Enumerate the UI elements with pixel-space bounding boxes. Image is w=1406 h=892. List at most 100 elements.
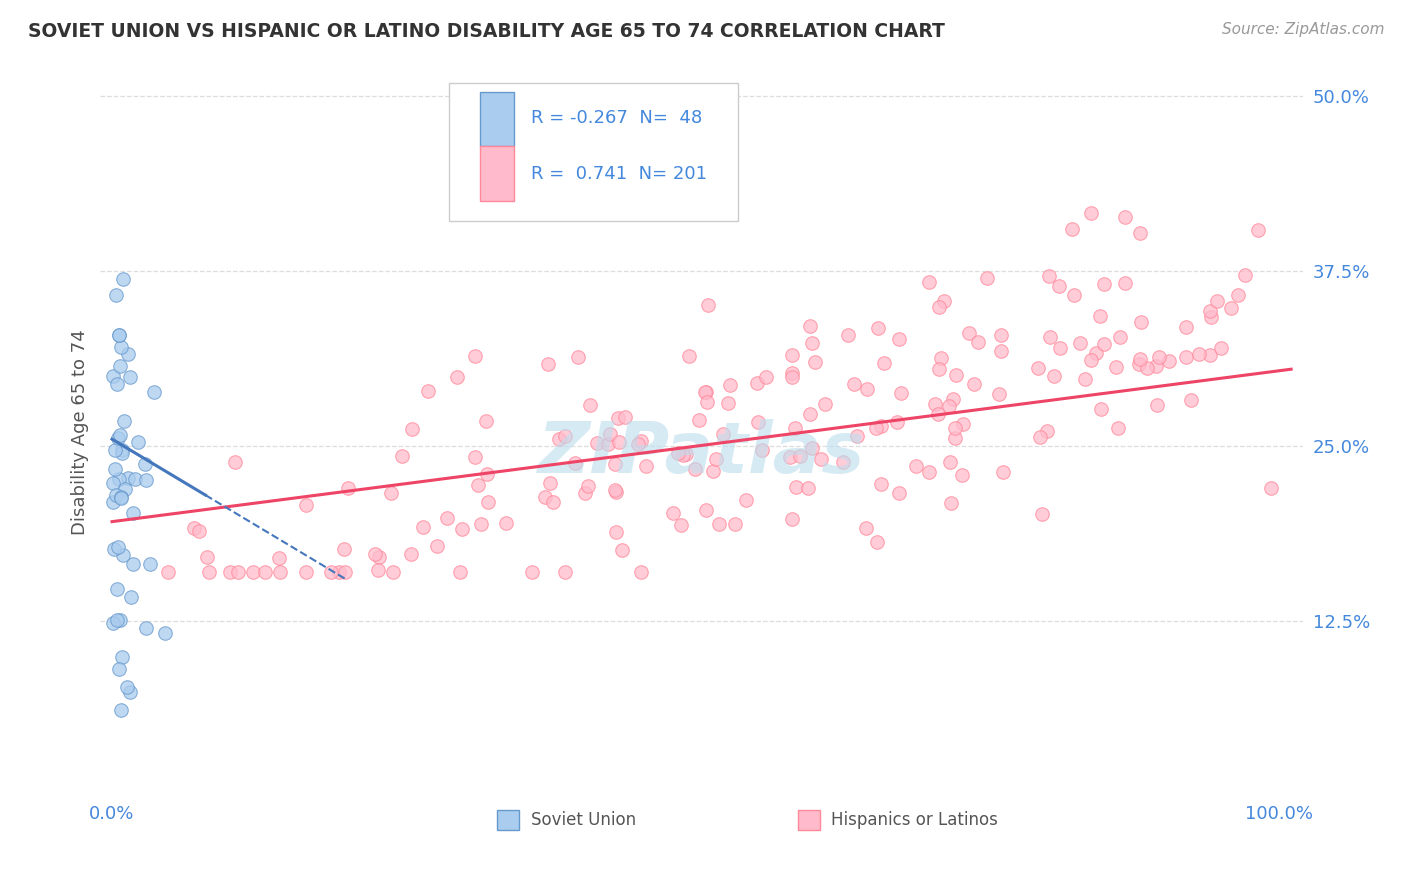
Text: Hispanics or Latinos: Hispanics or Latinos xyxy=(831,811,998,829)
Point xyxy=(942,392,965,406)
Point xyxy=(111,272,134,286)
Point xyxy=(987,386,1010,401)
Point xyxy=(364,547,387,561)
Point xyxy=(554,565,576,579)
Point xyxy=(780,348,803,362)
Point xyxy=(156,565,179,579)
Point xyxy=(866,321,889,335)
Point xyxy=(957,326,980,340)
Point xyxy=(842,376,865,391)
Point xyxy=(1199,310,1222,325)
Point xyxy=(1029,430,1052,444)
Point xyxy=(242,565,264,579)
Point xyxy=(1085,345,1108,359)
Point xyxy=(799,319,821,334)
Text: R =  0.741  N= 201: R = 0.741 N= 201 xyxy=(531,165,707,183)
Point xyxy=(603,483,626,498)
Point xyxy=(928,301,950,315)
Point xyxy=(1109,330,1132,344)
Point xyxy=(675,447,697,461)
Point xyxy=(426,539,449,553)
Point xyxy=(107,540,129,554)
Text: SOVIET UNION VS HISPANIC OR LATINO DISABILITY AGE 65 TO 74 CORRELATION CHART: SOVIET UNION VS HISPANIC OR LATINO DISAB… xyxy=(28,22,945,41)
Point xyxy=(804,355,827,369)
Point xyxy=(695,384,717,399)
Point xyxy=(183,520,205,534)
Point xyxy=(751,443,773,458)
Point xyxy=(107,328,129,343)
Point xyxy=(138,557,160,571)
Point xyxy=(870,419,893,434)
Point xyxy=(927,407,949,421)
Point xyxy=(585,435,607,450)
Point xyxy=(1159,354,1181,368)
Point xyxy=(672,448,695,462)
Point xyxy=(799,407,821,421)
Point xyxy=(707,516,730,531)
Point xyxy=(269,565,291,579)
Point xyxy=(866,535,889,549)
Point xyxy=(1260,481,1282,495)
Point xyxy=(401,422,423,436)
Point xyxy=(538,475,561,490)
Point xyxy=(845,428,868,442)
Point xyxy=(963,376,986,391)
Point xyxy=(661,506,683,520)
Point xyxy=(928,362,950,376)
Point xyxy=(328,565,350,579)
Point xyxy=(976,270,998,285)
Point xyxy=(1092,277,1115,291)
Point xyxy=(693,385,716,400)
Point xyxy=(671,518,693,533)
Point xyxy=(1209,341,1232,355)
Point xyxy=(436,511,458,525)
Point xyxy=(1136,360,1159,375)
Point xyxy=(1080,352,1102,367)
Point xyxy=(567,350,589,364)
Point xyxy=(321,565,343,579)
Point xyxy=(785,421,807,435)
Point xyxy=(1080,206,1102,220)
Point xyxy=(596,436,619,450)
Text: R = -0.267  N=  48: R = -0.267 N= 48 xyxy=(531,109,702,127)
Point xyxy=(1174,320,1197,334)
Point xyxy=(121,506,143,520)
Point xyxy=(1060,222,1083,236)
Point xyxy=(541,494,564,508)
Point xyxy=(865,421,887,435)
Point xyxy=(470,517,492,532)
Point xyxy=(943,420,966,434)
Point xyxy=(105,613,128,627)
Point xyxy=(117,471,139,485)
Point xyxy=(966,335,988,350)
Point xyxy=(464,349,486,363)
Point xyxy=(114,482,136,496)
Point xyxy=(609,434,631,449)
Point xyxy=(1247,222,1270,236)
Point xyxy=(780,369,803,384)
Point xyxy=(135,473,157,487)
Point xyxy=(127,435,149,450)
Point xyxy=(1128,357,1150,371)
Point xyxy=(1188,347,1211,361)
Point xyxy=(1147,350,1170,364)
Point xyxy=(537,357,560,371)
Point xyxy=(522,565,544,579)
Point xyxy=(574,485,596,500)
Point xyxy=(110,427,132,442)
Point xyxy=(380,485,402,500)
Point xyxy=(391,449,413,463)
Point xyxy=(630,565,652,579)
Point xyxy=(219,565,242,579)
Point xyxy=(1090,402,1112,417)
Point xyxy=(1129,315,1152,329)
Point xyxy=(337,481,360,495)
Point xyxy=(924,397,946,411)
Point xyxy=(668,446,690,460)
Point xyxy=(889,332,911,346)
Point xyxy=(103,369,125,384)
Point xyxy=(1047,278,1070,293)
Point xyxy=(939,496,962,510)
Point xyxy=(1199,303,1222,318)
Point xyxy=(367,549,389,564)
